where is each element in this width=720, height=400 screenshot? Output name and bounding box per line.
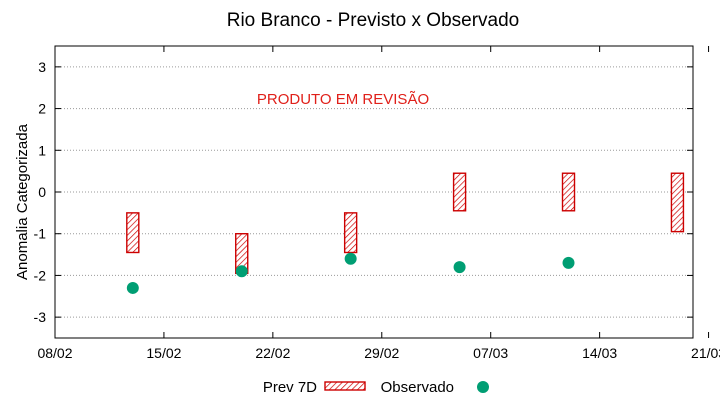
observed-point xyxy=(562,256,575,269)
legend-label-forecast: Prev 7D xyxy=(263,379,317,396)
y-tick-label: -1 xyxy=(34,226,47,242)
y-tick-label: 1 xyxy=(38,142,46,158)
axis-ticks: 3 2 1 0 -1 -2 -3 08/02 15/02 22/02 29/02 07/03 14/03… xyxy=(34,46,720,361)
forecast-range-bar xyxy=(561,172,576,212)
legend-swatch-observed xyxy=(477,381,489,393)
y-tick-label: 3 xyxy=(38,59,46,75)
x-tick-label: 08/02 xyxy=(37,345,72,361)
x-tick-label: 07/03 xyxy=(473,345,508,361)
chart-title: Rio Branco - Previsto x Observado xyxy=(227,10,520,31)
legend-swatch-forecast xyxy=(324,381,366,391)
series xyxy=(126,172,685,294)
y-tick-label: 0 xyxy=(38,184,46,200)
x-tick-label: 21/03 xyxy=(691,345,720,361)
annotation-text: PRODUTO EM REVISÃO xyxy=(257,91,429,108)
observed-point xyxy=(235,265,248,278)
x-tick-label: 22/02 xyxy=(255,345,290,361)
grid xyxy=(55,66,693,318)
plot-frame xyxy=(54,45,694,339)
legend: Prev 7D Observado xyxy=(263,379,489,396)
observed-point xyxy=(126,281,139,294)
y-axis-label: Anomalia Categorizada xyxy=(14,123,31,280)
forecast-range-bar xyxy=(343,212,358,254)
y-tick-label: 2 xyxy=(38,101,46,117)
x-tick-label: 29/02 xyxy=(364,345,399,361)
forecast-range-bar xyxy=(670,172,685,233)
y-tick-label: -3 xyxy=(34,309,47,325)
observed-point xyxy=(344,252,357,265)
legend-label-observed: Observado xyxy=(381,379,454,396)
observed-point xyxy=(453,261,466,274)
forecast-range-bar xyxy=(126,212,140,254)
x-tick-label: 15/02 xyxy=(146,345,181,361)
forecast-range-bar xyxy=(452,172,467,212)
x-tick-label: 14/03 xyxy=(582,345,617,361)
y-tick-label: -2 xyxy=(34,267,47,283)
